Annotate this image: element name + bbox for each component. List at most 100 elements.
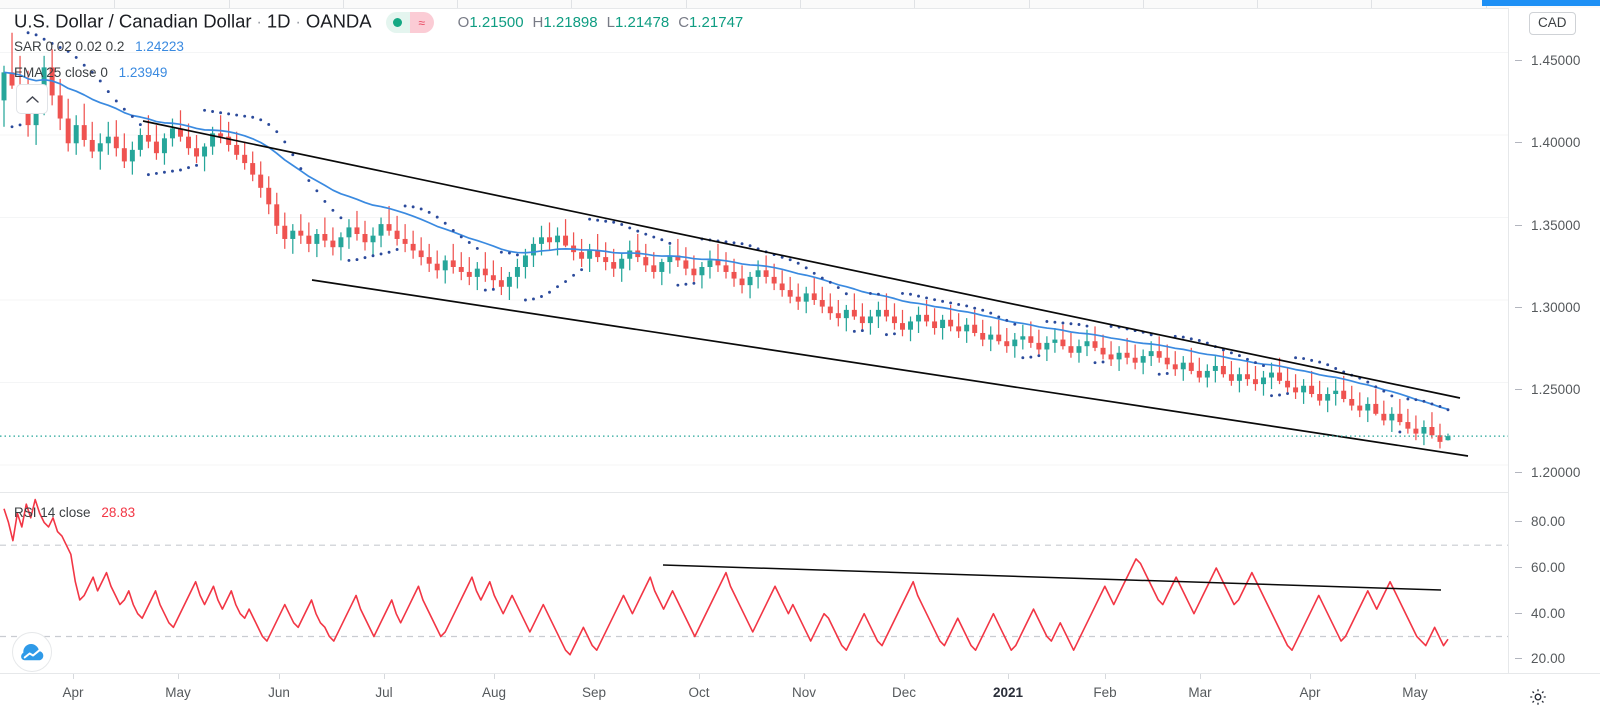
candle-body [322, 234, 328, 241]
candle-body [908, 321, 913, 330]
candle-body [1116, 352, 1122, 360]
sar-dot [515, 253, 519, 257]
browser-tab[interactable] [1143, 0, 1259, 8]
time-axis[interactable]: Apr May Jun Jul Aug Sep Oct Nov Dec 2021 Feb Mar Apr… [0, 674, 1508, 719]
legend-separator-1: · [256, 14, 262, 32]
channel-upper[interactable] [142, 120, 1461, 399]
price-chart-pane[interactable] [0, 8, 1508, 493]
candle-body [803, 293, 809, 302]
browser-tab[interactable] [229, 0, 344, 8]
sar-dot [1366, 380, 1370, 384]
candle-body [57, 95, 63, 119]
browser-tab[interactable] [343, 0, 459, 8]
sar-dot [692, 281, 696, 285]
exchange-label[interactable]: OANDA [305, 10, 372, 32]
candle-body [859, 316, 865, 324]
rsi-indicator-pane[interactable] [0, 495, 1508, 673]
price-chart-canvas[interactable] [0, 8, 1508, 493]
sar-dot [106, 90, 110, 94]
logo-glyph [20, 643, 43, 661]
candle-body [972, 324, 978, 333]
candle-body [779, 283, 785, 291]
sar-dot [997, 315, 1001, 319]
high-key: H [532, 14, 544, 31]
rsi-trendline[interactable] [662, 564, 1442, 591]
sar-dot [1390, 394, 1394, 398]
browser-tab[interactable] [457, 0, 573, 8]
browser-tab[interactable] [1029, 0, 1144, 8]
browser-tab-active[interactable] [1482, 0, 1600, 6]
browser-tab[interactable] [114, 0, 230, 8]
sar-indicator-legend[interactable]: SAR 0.02 0.02 0.2 1.24223 [14, 40, 184, 54]
symbol-name[interactable]: U.S. Dollar / Canadian Dollar [14, 10, 252, 32]
candle-body [97, 143, 103, 152]
candle-body [378, 224, 384, 236]
candle-body [1084, 341, 1090, 347]
rsi-indicator-legend[interactable]: RSI 14 close 28.83 [14, 506, 135, 520]
collapse-pane-button[interactable] [16, 84, 48, 114]
sar-value: 1.24223 [135, 39, 184, 54]
close-key: C [678, 14, 690, 31]
rsi-line [3, 498, 1449, 656]
channel-lower[interactable] [311, 279, 1469, 457]
candle-body [683, 260, 689, 269]
symbol-legend[interactable]: U.S. Dollar / Canadian Dollar · 1D · OANDA ≈ O… [14, 12, 752, 33]
candle-body [81, 125, 87, 140]
candle-body [202, 146, 208, 157]
sar-dot [379, 252, 383, 256]
candle-body [1068, 346, 1074, 353]
browser-tab[interactable] [800, 0, 916, 8]
market-status-pill[interactable]: ≈ [385, 12, 434, 33]
low-value: 1.21478 [614, 14, 670, 31]
candle-body [932, 321, 938, 329]
sar-dot [1237, 354, 1241, 358]
sar-dot [804, 266, 808, 270]
sar-dot [162, 170, 166, 174]
rsi-axis-tick [1515, 521, 1522, 523]
browser-tab[interactable] [914, 0, 1030, 8]
sar-dot [219, 111, 223, 115]
price-axis-label: 1.30000 [1531, 299, 1581, 315]
price-axis-label: 1.35000 [1531, 217, 1581, 233]
sar-dot [796, 261, 800, 265]
sar-dot [1013, 322, 1017, 326]
rsi-bottom-divider [0, 673, 1600, 674]
time-axis-month-label: Jun [268, 685, 290, 700]
rsi-chart-canvas[interactable] [0, 495, 1508, 673]
browser-tab[interactable] [1257, 0, 1373, 8]
browser-tab-strip[interactable] [0, 0, 1600, 9]
candle-body [563, 235, 569, 246]
browser-tab[interactable] [1371, 0, 1487, 8]
sar-dot [1334, 367, 1338, 370]
candle-body [522, 255, 528, 267]
sar-dot [812, 271, 816, 275]
candle-body [1269, 372, 1274, 378]
chart-settings-button[interactable] [1527, 686, 1549, 708]
candle-body [1365, 403, 1371, 411]
candle-body [282, 225, 288, 239]
browser-tab[interactable] [686, 0, 801, 8]
sar-dot [965, 304, 969, 308]
candle-body [603, 257, 609, 263]
browser-tab[interactable] [0, 0, 116, 8]
ema-indicator-legend[interactable]: EMA 25 close 0 1.23949 [14, 66, 167, 80]
sar-dot [1414, 398, 1418, 402]
time-axis-month-label: May [165, 685, 191, 700]
candle-body [1204, 370, 1210, 378]
sar-dot [1061, 321, 1065, 325]
sar-dot [1197, 339, 1201, 342]
candlestick-series[interactable] [1, 32, 1451, 449]
currency-badge[interactable]: CAD [1529, 12, 1576, 35]
browser-tab[interactable] [571, 0, 687, 8]
price-axis[interactable]: CAD 1.45000 1.40000 1.35000 1.30000 1.25000 1… [1508, 8, 1600, 673]
candle-body [1317, 394, 1323, 401]
sar-dot [387, 250, 391, 254]
sar-dot [868, 291, 872, 295]
sar-dot [989, 311, 993, 315]
time-axis-tick [594, 674, 595, 679]
timeframe-label[interactable]: 1D [266, 10, 291, 32]
price-axis-tick [1515, 142, 1522, 144]
sar-dot [42, 37, 46, 41]
candle-body [250, 163, 256, 175]
